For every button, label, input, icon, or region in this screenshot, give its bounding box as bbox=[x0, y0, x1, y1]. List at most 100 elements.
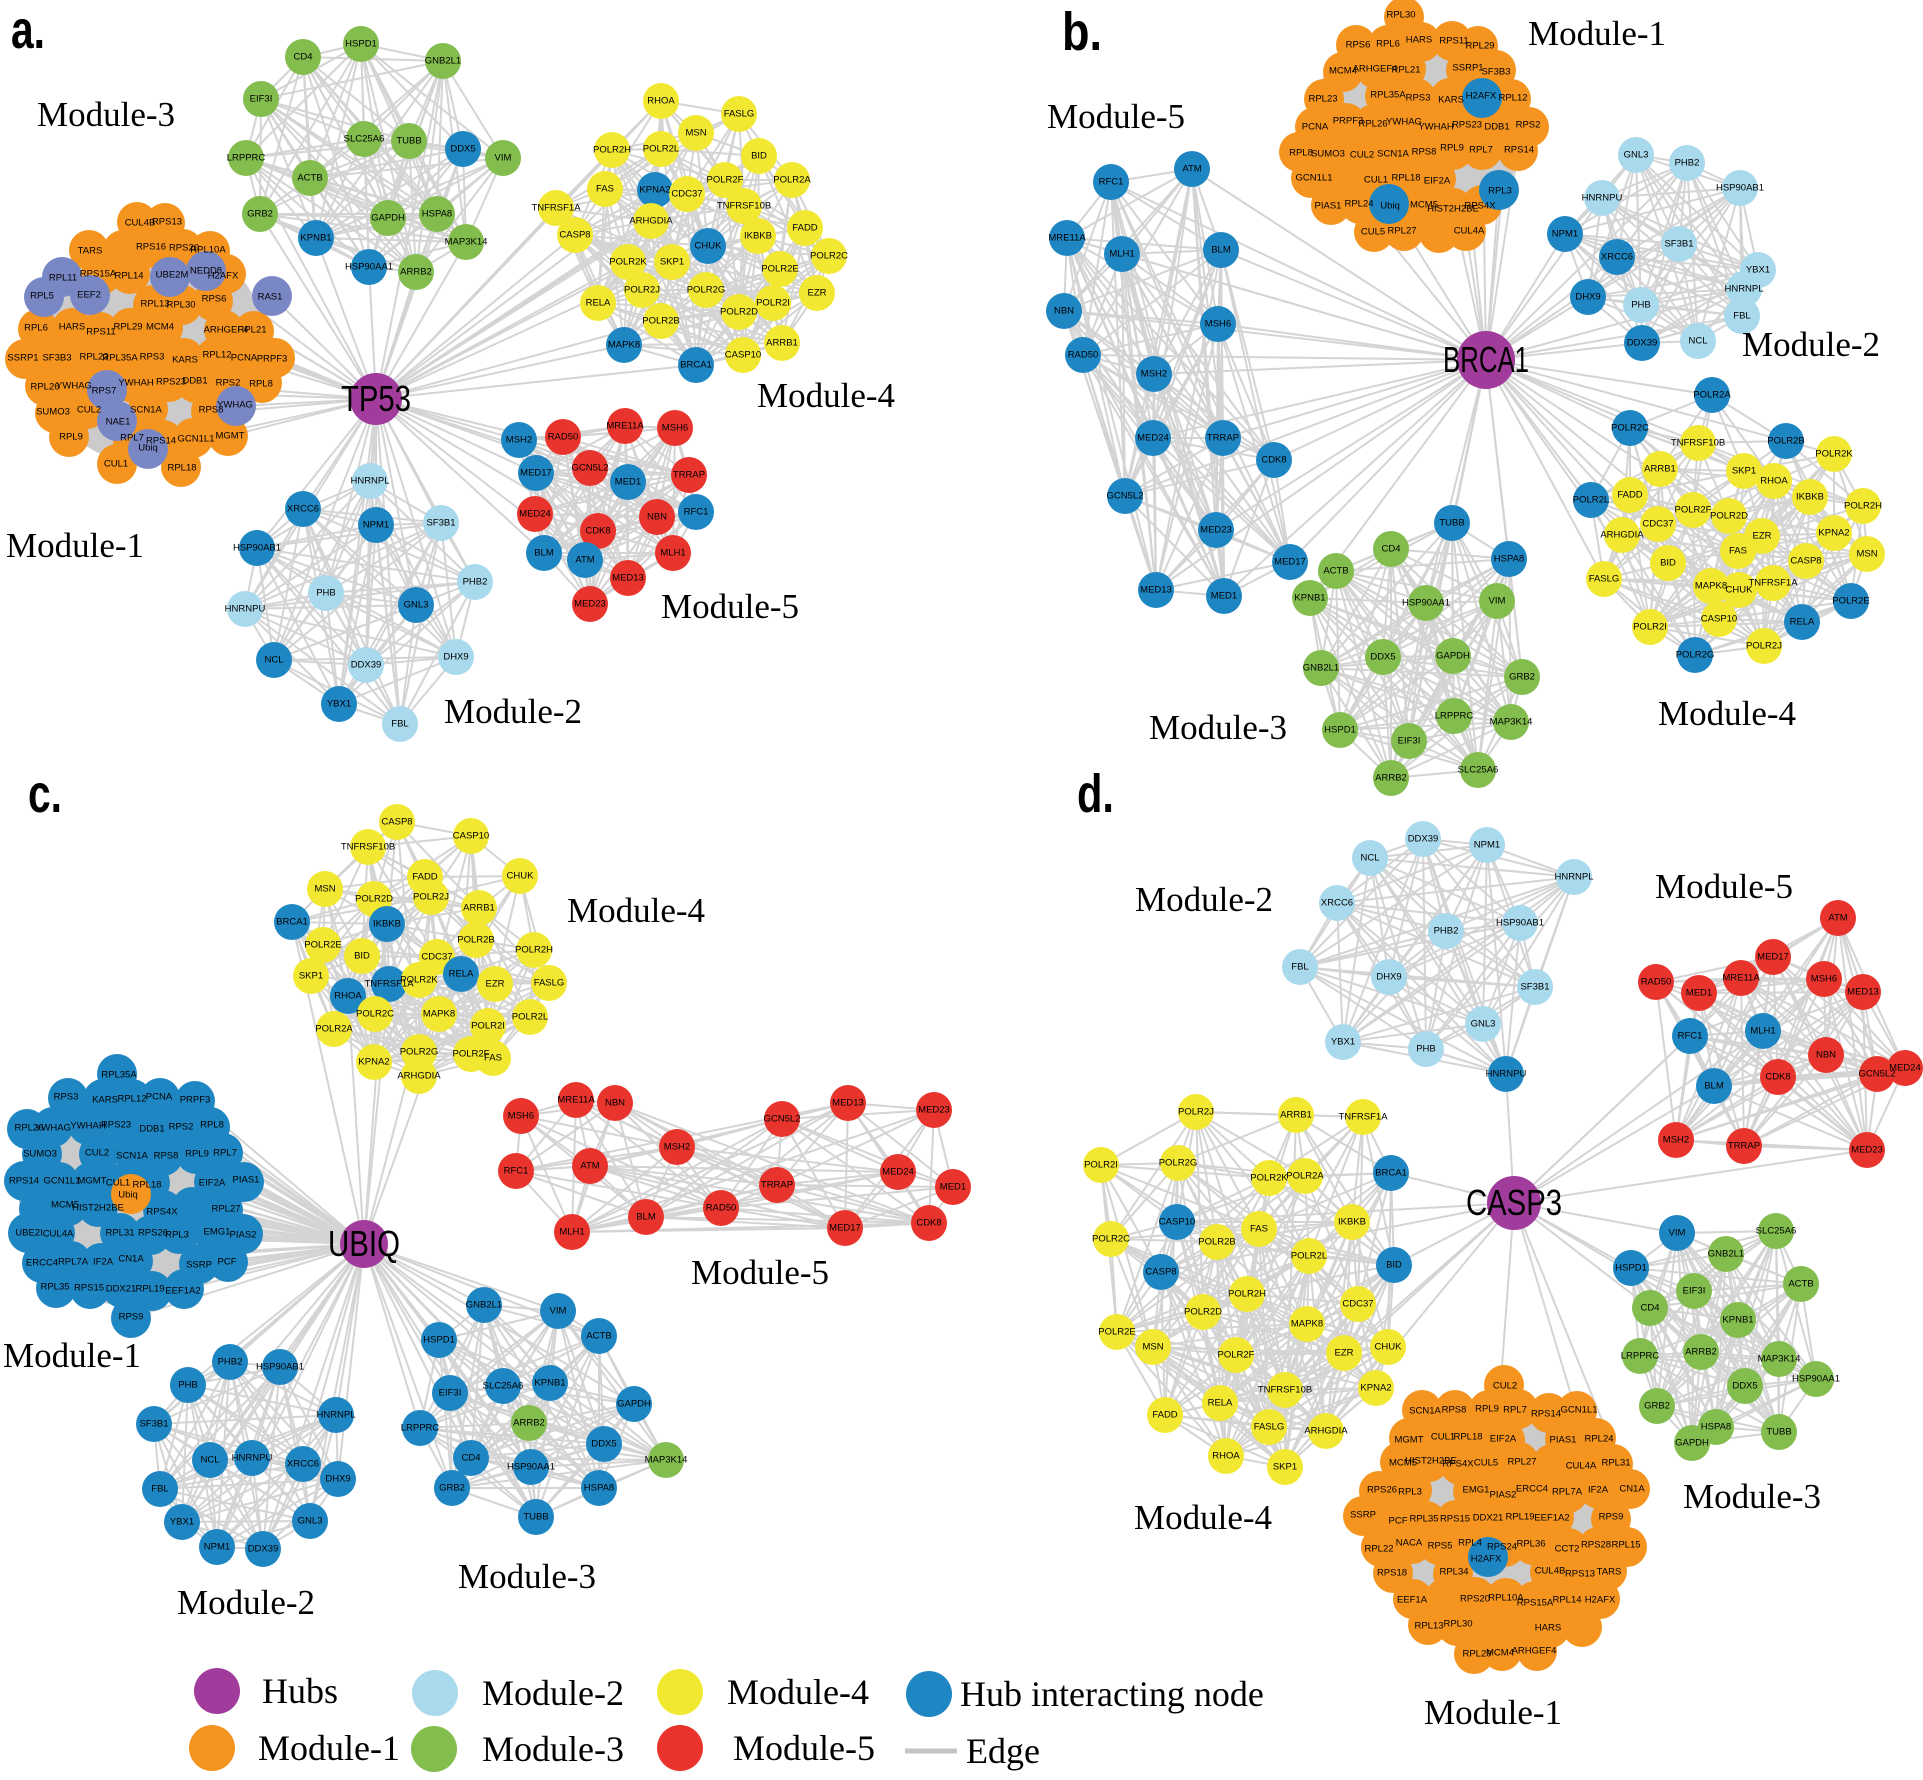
svg-text:PHB: PHB bbox=[178, 1380, 198, 1391]
svg-text:PHB2: PHB2 bbox=[463, 577, 488, 588]
svg-text:RHOA: RHOA bbox=[334, 991, 362, 1002]
svg-text:SUMO3: SUMO3 bbox=[36, 407, 70, 418]
svg-text:POLR2L: POLR2L bbox=[512, 1012, 548, 1023]
svg-text:Ubiq: Ubiq bbox=[138, 443, 158, 454]
svg-text:POLR2D: POLR2D bbox=[1184, 1307, 1222, 1318]
svg-text:PIAS1: PIAS1 bbox=[1550, 1435, 1577, 1446]
svg-text:SSRP: SSRP bbox=[1350, 1510, 1376, 1521]
svg-text:BLM: BLM bbox=[636, 1212, 656, 1223]
svg-text:RPL14: RPL14 bbox=[114, 271, 143, 282]
svg-text:SCN1A: SCN1A bbox=[1377, 149, 1409, 160]
svg-text:UBE2M: UBE2M bbox=[156, 270, 189, 281]
svg-text:RPS15: RPS15 bbox=[1440, 1514, 1470, 1525]
svg-text:CUL5: CUL5 bbox=[1361, 227, 1385, 238]
svg-text:POLR2K: POLR2K bbox=[1815, 449, 1853, 460]
svg-text:SF3B3: SF3B3 bbox=[1481, 67, 1510, 78]
svg-text:EZR: EZR bbox=[486, 979, 505, 990]
svg-text:CUL2: CUL2 bbox=[1350, 150, 1374, 161]
svg-text:CUL2: CUL2 bbox=[1493, 1381, 1517, 1392]
svg-text:HSPD1: HSPD1 bbox=[423, 1335, 455, 1346]
svg-text:POLR2F: POLR2F bbox=[1218, 1350, 1255, 1361]
svg-text:YBX1: YBX1 bbox=[170, 1517, 194, 1528]
svg-text:POLR2E: POLR2E bbox=[1832, 596, 1870, 607]
svg-text:RPL18: RPL18 bbox=[1453, 1432, 1482, 1443]
svg-text:MED23: MED23 bbox=[1851, 1145, 1883, 1156]
svg-text:MED24: MED24 bbox=[1889, 1063, 1921, 1074]
svg-text:DDX39: DDX39 bbox=[351, 660, 382, 671]
svg-text:RPL3: RPL3 bbox=[1488, 186, 1512, 197]
svg-text:RPS2: RPS2 bbox=[216, 378, 241, 389]
svg-text:POLR2D: POLR2D bbox=[1710, 511, 1748, 522]
svg-text:RELA: RELA bbox=[449, 969, 474, 980]
svg-text:EZR: EZR bbox=[808, 288, 827, 299]
svg-text:FASLG: FASLG bbox=[724, 109, 755, 120]
svg-text:PHB2: PHB2 bbox=[218, 1357, 243, 1368]
svg-text:RPS11: RPS11 bbox=[1439, 36, 1468, 47]
svg-text:MLH1: MLH1 bbox=[1109, 249, 1134, 260]
svg-text:RPL6: RPL6 bbox=[1376, 39, 1400, 50]
svg-text:BID: BID bbox=[751, 151, 767, 162]
svg-text:RPL27: RPL27 bbox=[1387, 226, 1416, 237]
svg-text:PIAS1: PIAS1 bbox=[1315, 201, 1342, 212]
svg-text:HIST2H2BE: HIST2H2BE bbox=[1405, 1456, 1457, 1467]
svg-text:POLR2C: POLR2C bbox=[810, 251, 848, 262]
svg-text:POLR2K: POLR2K bbox=[609, 257, 647, 268]
svg-text:MSH6: MSH6 bbox=[662, 423, 688, 434]
svg-text:GNB2L1: GNB2L1 bbox=[425, 56, 461, 67]
svg-text:CUL1: CUL1 bbox=[104, 459, 128, 470]
svg-text:CDC37: CDC37 bbox=[421, 952, 452, 963]
svg-text:SSRP1: SSRP1 bbox=[7, 353, 38, 364]
svg-text:RPL29: RPL29 bbox=[1465, 41, 1494, 52]
svg-text:c.: c. bbox=[28, 764, 62, 824]
svg-text:TUBB: TUBB bbox=[523, 1512, 548, 1523]
svg-text:YWHAG: YWHAG bbox=[217, 400, 253, 411]
svg-text:NCL: NCL bbox=[1688, 336, 1707, 347]
svg-text:Edge: Edge bbox=[966, 1731, 1040, 1771]
svg-text:Module-4: Module-4 bbox=[567, 891, 705, 930]
svg-text:RPL7A: RPL7A bbox=[58, 1257, 89, 1268]
svg-text:RPS3: RPS3 bbox=[140, 352, 165, 363]
svg-text:ARHGEF4: ARHGEF4 bbox=[1512, 1646, 1557, 1657]
svg-text:Module-1: Module-1 bbox=[1424, 1693, 1562, 1732]
svg-text:CDC37: CDC37 bbox=[671, 189, 702, 200]
svg-text:SCN1A: SCN1A bbox=[116, 1151, 148, 1162]
svg-text:RPS15: RPS15 bbox=[74, 1283, 104, 1294]
svg-text:RPS4X: RPS4X bbox=[1442, 1459, 1474, 1470]
svg-text:PCNA: PCNA bbox=[146, 1092, 173, 1103]
svg-text:FAS: FAS bbox=[596, 184, 614, 195]
svg-text:TNFRSF10B: TNFRSF10B bbox=[1258, 1385, 1312, 1396]
svg-text:EIF3I: EIF3I bbox=[439, 1388, 462, 1399]
svg-text:MED17: MED17 bbox=[829, 1223, 861, 1234]
svg-text:IKBKB: IKBKB bbox=[1796, 492, 1824, 503]
svg-text:HSP90AB1: HSP90AB1 bbox=[1716, 183, 1764, 194]
svg-text:POLR2F: POLR2F bbox=[453, 1049, 490, 1060]
svg-text:RFC1: RFC1 bbox=[1678, 1031, 1703, 1042]
svg-text:RPL30: RPL30 bbox=[166, 300, 195, 311]
svg-text:RPS3: RPS3 bbox=[1406, 93, 1431, 104]
svg-text:KPNB1: KPNB1 bbox=[1294, 593, 1325, 604]
svg-text:TNFRSF1A: TNFRSF1A bbox=[531, 203, 581, 214]
svg-text:ARRB2: ARRB2 bbox=[1685, 1347, 1717, 1358]
svg-text:BLM: BLM bbox=[1704, 1081, 1724, 1092]
svg-text:RELA: RELA bbox=[1790, 617, 1815, 628]
svg-text:RPL5: RPL5 bbox=[30, 291, 54, 302]
svg-text:YWHAH: YWHAH bbox=[118, 378, 154, 389]
svg-text:SKP1: SKP1 bbox=[299, 971, 323, 982]
svg-text:DDX21: DDX21 bbox=[1473, 1513, 1504, 1524]
svg-text:HSP90AB1: HSP90AB1 bbox=[256, 1362, 304, 1373]
svg-text:RPS8: RPS8 bbox=[154, 1151, 179, 1162]
svg-text:YBX1: YBX1 bbox=[1746, 265, 1770, 276]
svg-text:MSH2: MSH2 bbox=[1141, 369, 1167, 380]
svg-text:EEF1A2: EEF1A2 bbox=[165, 1286, 200, 1297]
svg-text:HSPA8: HSPA8 bbox=[422, 209, 452, 220]
svg-text:DDB1: DDB1 bbox=[182, 376, 207, 387]
svg-text:RPS20: RPS20 bbox=[169, 243, 199, 254]
svg-text:POLR2H: POLR2H bbox=[593, 145, 631, 156]
svg-text:POLR2A: POLR2A bbox=[773, 175, 811, 186]
svg-text:HNRNPL: HNRNPL bbox=[1554, 872, 1593, 883]
svg-text:RFC1: RFC1 bbox=[684, 507, 709, 518]
svg-text:PRPF3: PRPF3 bbox=[257, 354, 288, 365]
svg-text:CCT2: CCT2 bbox=[1555, 1544, 1580, 1555]
svg-text:POLR2G: POLR2G bbox=[687, 285, 726, 296]
svg-text:DDX39: DDX39 bbox=[248, 1544, 279, 1555]
